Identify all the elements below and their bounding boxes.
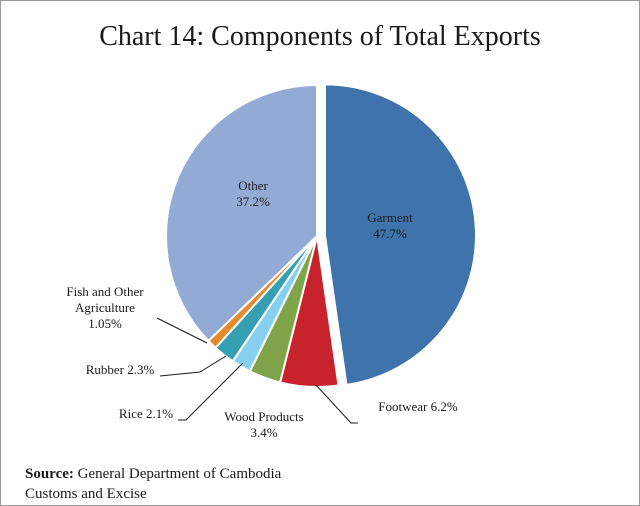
data-label-fish-line1: Fish and Other	[66, 284, 144, 299]
data-label-rubber: Rubber 2.3%	[86, 362, 155, 377]
leader-rice	[178, 362, 244, 421]
chart-title: Chart 14: Components of Total Exports	[99, 21, 541, 52]
source-text-line2: Customs and Excise	[25, 486, 147, 502]
data-label-wood-line1: Wood Products	[224, 409, 303, 424]
data-label-other-line2: 37.2%	[236, 194, 270, 209]
source-label: Source:	[25, 466, 74, 482]
data-label-wood-line2: 3.4%	[250, 425, 277, 440]
pie-slice-other	[165, 83, 318, 343]
leader-footwear	[315, 384, 358, 424]
pie-slice-garment	[323, 83, 477, 387]
data-label-other-line1: Other	[238, 178, 268, 193]
data-label-fish-line2: Agriculture	[75, 300, 135, 315]
leader-fish	[156, 317, 208, 344]
source-note: Source: General Department of Cambodia C…	[25, 464, 281, 504]
leader-rubber	[159, 355, 227, 377]
data-label-rice: Rice 2.1%	[119, 406, 173, 421]
data-label-fish-line3: 1.05%	[88, 316, 122, 331]
data-label-garment-line1: Garment	[367, 210, 413, 225]
data-label-footwear: Footwear 6.2%	[378, 399, 458, 414]
source-text-line1: General Department of Cambodia	[73, 466, 282, 482]
data-label-garment-line2: 47.7%	[373, 226, 407, 241]
